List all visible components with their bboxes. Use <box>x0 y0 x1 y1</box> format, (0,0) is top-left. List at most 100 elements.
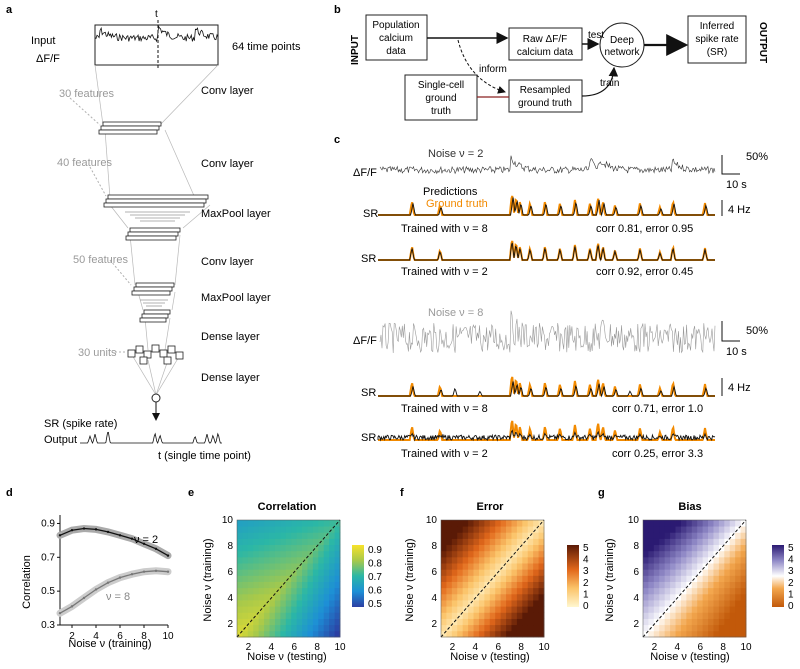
heatmap-cell <box>708 630 714 638</box>
heatmap-cell <box>516 618 523 626</box>
scale-bar-2 <box>721 321 740 342</box>
heatmap-cell <box>680 550 687 558</box>
heatmap-cell <box>258 618 265 626</box>
heatmap-cell <box>457 520 464 527</box>
heatmap-cell <box>312 581 319 589</box>
heatmap-ytick-label: 6 <box>227 567 233 578</box>
heatmap-cell <box>686 550 693 558</box>
heatmap-cell <box>329 630 335 638</box>
heatmap-cell <box>478 606 485 613</box>
heatmap-cell <box>291 532 298 539</box>
heatmap-cell <box>527 563 534 570</box>
maxpool-2-lines <box>140 299 168 307</box>
heatmap-cell <box>708 593 714 601</box>
heatmap-cell <box>441 520 447 527</box>
heatmap-cell <box>724 526 731 533</box>
resampled-box <box>508 79 583 113</box>
heatmap-cell <box>291 526 298 533</box>
heatmap-cell <box>253 550 260 558</box>
heatmap-cell <box>473 612 480 619</box>
heatmap-cell <box>264 538 270 546</box>
heatmap-cell <box>506 600 512 607</box>
heatmap-cell <box>740 600 747 607</box>
heatmap-cell <box>718 618 725 626</box>
heatmap-cell <box>451 526 458 533</box>
heatmap-cell <box>533 538 539 546</box>
heatmap-cell <box>296 556 303 564</box>
heatmap-cell <box>334 612 341 619</box>
heatmap-cell <box>285 569 292 576</box>
heatmap-cell <box>500 606 507 613</box>
heatmap-cell <box>506 532 512 539</box>
heatmap-cell <box>242 575 249 582</box>
heatmap-cell <box>664 556 671 564</box>
heatmap-cell <box>264 612 270 619</box>
t-marker: t <box>155 9 158 20</box>
heatmap-cell <box>451 593 458 601</box>
heatmap-ytick-label: 2 <box>227 619 233 630</box>
heatmap-cell <box>457 618 464 626</box>
heatmap-cell <box>291 593 298 601</box>
heatmap-cell <box>462 569 469 576</box>
heatmap-cell <box>457 624 464 632</box>
heatmap-cell <box>274 606 281 613</box>
heatmap-cell <box>691 520 698 527</box>
heatmap-cell <box>686 575 693 582</box>
heatmap-cell <box>670 618 676 626</box>
heatmap-cell <box>659 532 666 539</box>
heatmap-cell <box>643 630 649 638</box>
heatmap-cell <box>675 600 682 607</box>
heatmap-cell <box>680 600 687 607</box>
deep-network-line-1: Deep <box>610 35 634 46</box>
heatmap-cell <box>527 630 534 638</box>
heatmap-cell <box>516 538 523 546</box>
heatmap-cell <box>323 544 330 552</box>
heatmap-cell <box>446 575 453 582</box>
heatmap-cell <box>478 569 485 576</box>
heatmap-cell <box>495 538 502 546</box>
heatmap-cell <box>307 606 314 613</box>
heatmap-cell <box>713 544 720 552</box>
d-series-point <box>154 547 158 551</box>
ground-truth-label: Ground truth <box>426 198 488 210</box>
heatmap-cell <box>247 520 254 527</box>
heatmap-cell <box>533 550 539 558</box>
heatmap-cell <box>462 526 469 533</box>
heatmap-cell <box>478 526 485 533</box>
heatmap-cell <box>724 587 731 595</box>
heatmap-cell <box>533 624 539 632</box>
heatmap-cell <box>516 569 523 576</box>
heatmap-cell <box>506 624 512 632</box>
heatmap-cell <box>670 563 676 570</box>
heatmap-cell <box>724 569 731 576</box>
heatmap-cell <box>242 569 249 576</box>
heatmap-cell <box>664 563 671 570</box>
heatmap-cell <box>285 618 292 626</box>
feature-pointers <box>69 97 132 353</box>
heatmap-cell <box>285 581 292 589</box>
heatmap-cell <box>659 606 666 613</box>
heatmap-cell <box>643 532 649 539</box>
heatmap-cell <box>506 581 512 589</box>
heatmap-ytick-label: 8 <box>633 541 639 552</box>
heatmap-cell <box>495 600 502 607</box>
heatmap-cell <box>484 569 491 576</box>
heatmap-cell <box>713 606 720 613</box>
colorbar-tick-label: 0 <box>583 601 589 612</box>
heatmap-cell <box>312 587 319 595</box>
heatmap-cell <box>269 526 276 533</box>
heatmap-cell <box>329 593 335 601</box>
heatmap-cell <box>489 556 496 564</box>
heatmap-cell <box>729 569 736 576</box>
heatmap-cell <box>686 612 693 619</box>
heatmap-cell <box>735 612 741 619</box>
heatmap-cell <box>457 630 464 638</box>
heatmap-cell <box>457 593 464 601</box>
d-series-point <box>70 529 74 532</box>
heatmap-cell <box>237 593 243 601</box>
heatmap-cell <box>253 538 260 546</box>
heatmap-cell <box>441 550 447 558</box>
heatmap-cell <box>274 520 281 527</box>
heatmap-cell <box>697 532 704 539</box>
heatmap-xtick-label: 2 <box>652 642 658 653</box>
